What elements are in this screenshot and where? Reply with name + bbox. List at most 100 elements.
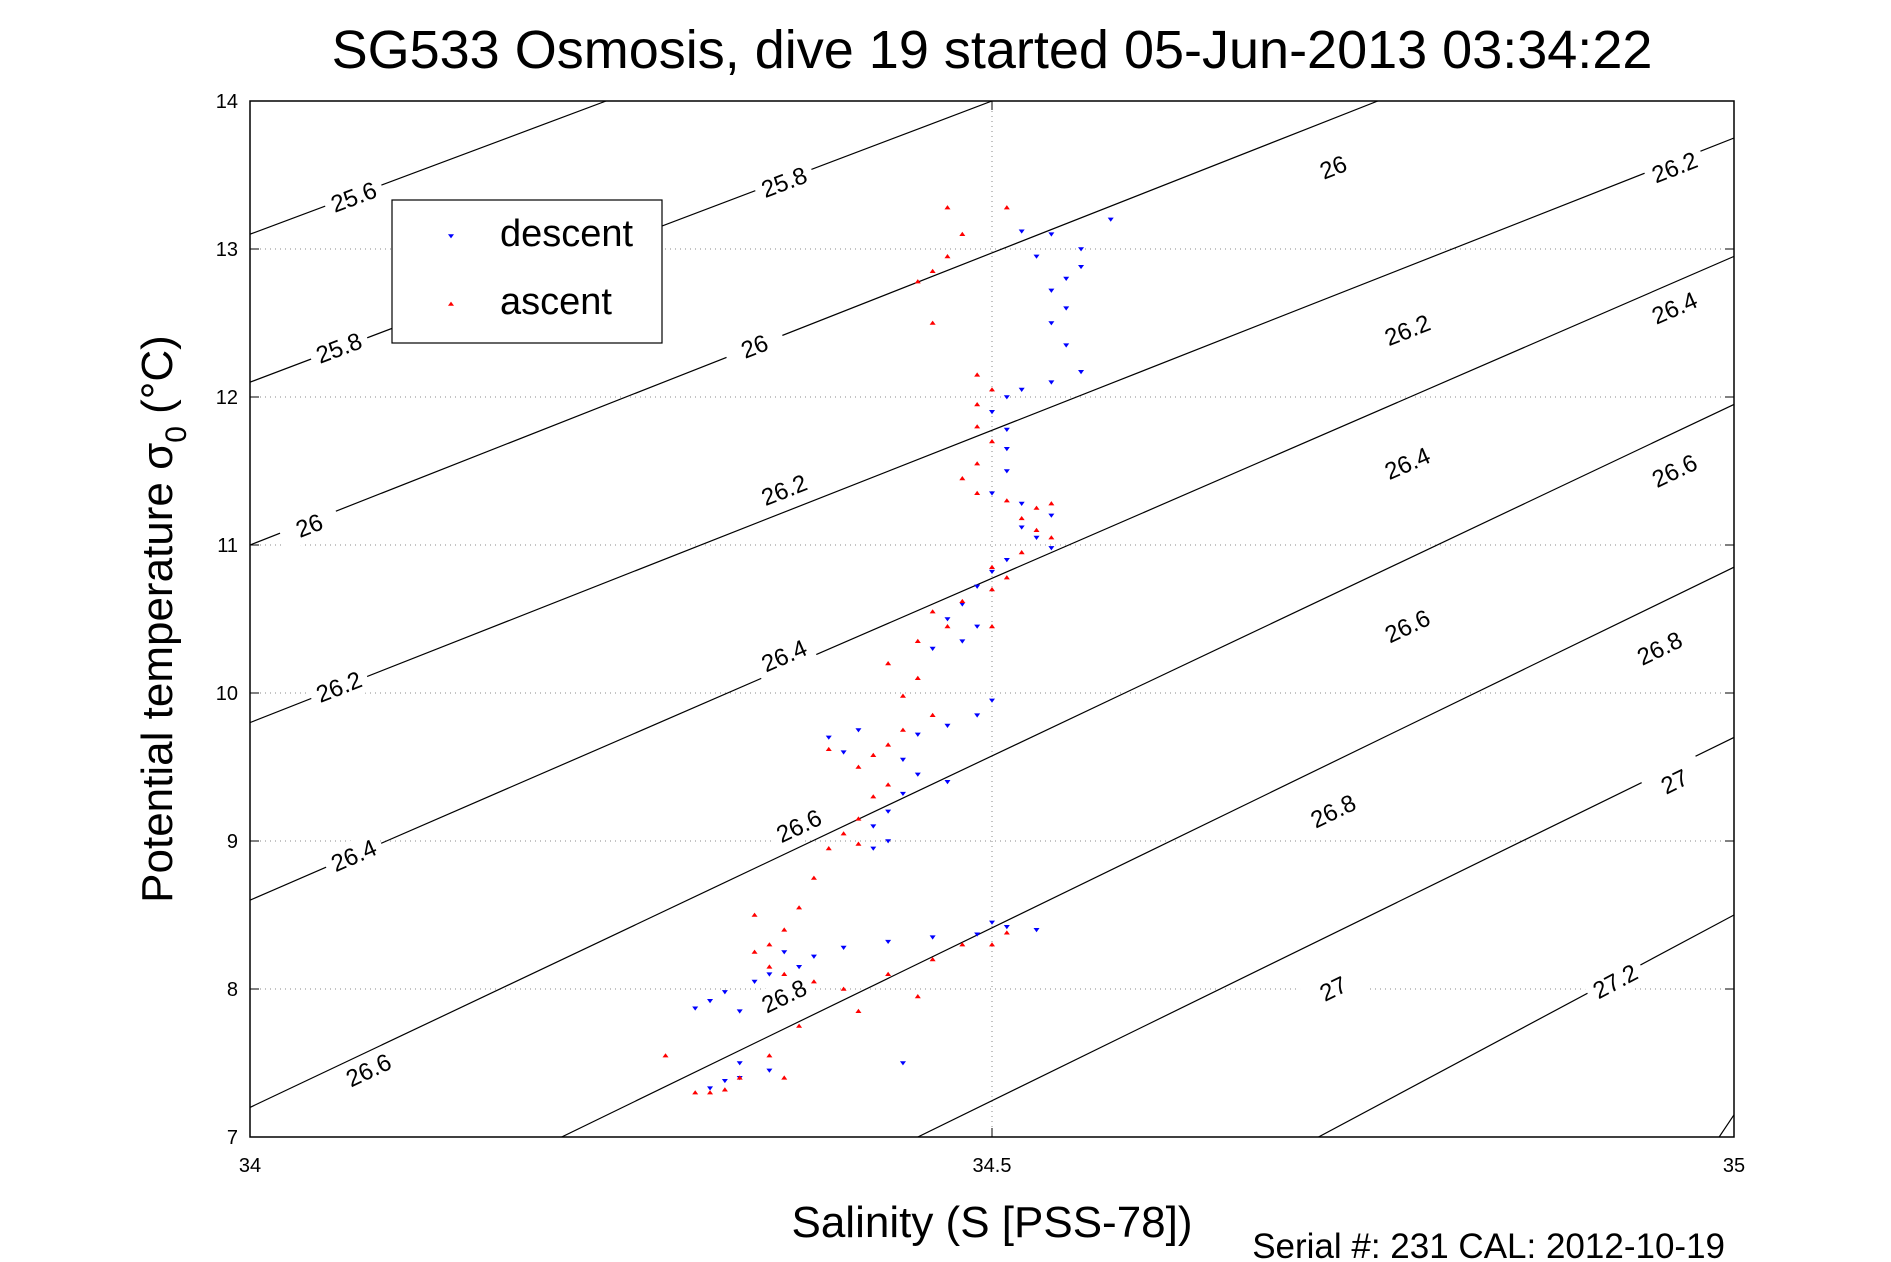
ascent-point: [974, 372, 981, 377]
contour-label: 26.2: [1641, 142, 1709, 193]
descent-point: [1018, 501, 1025, 506]
ascent-point: [989, 564, 995, 569]
density-contour: [250, 101, 607, 235]
contour-label-background: [750, 969, 818, 1024]
ascent-point: [989, 387, 995, 392]
descent-point: [1048, 546, 1055, 551]
descent-point: [1003, 925, 1010, 930]
descent-point: [1048, 288, 1055, 293]
descent-point: [870, 824, 877, 829]
ascent-point: [944, 205, 951, 210]
ascent-point: [781, 927, 788, 932]
y-axis-label: Potential temperature σ0 (°C): [133, 335, 193, 903]
contour-label-background: [305, 662, 373, 713]
ascent-point: [929, 268, 936, 273]
ascent-point: [810, 979, 817, 984]
ascent-point: [959, 231, 966, 236]
y-tick-label: 14: [216, 91, 238, 113]
ascent-point: [692, 1090, 699, 1095]
descent-point: [944, 723, 951, 728]
ascent-point: [766, 1053, 773, 1058]
ascent-point: [929, 609, 936, 614]
descent-point: [959, 639, 966, 644]
descent-point: [1003, 558, 1010, 563]
y-tick-label: 13: [216, 239, 238, 261]
contour-label: 26.2: [305, 662, 373, 713]
ascent-point: [781, 971, 788, 976]
ascent-point: [899, 693, 906, 698]
descent-point: [1033, 928, 1040, 933]
ascent-point: [974, 424, 981, 429]
ascent-point: [1048, 501, 1055, 506]
ascent-point: [825, 746, 832, 752]
y-axis-label-unit: (°C): [133, 335, 182, 426]
descent-point: [885, 839, 892, 844]
contour-label-background: [320, 830, 388, 882]
x-tick-label: 34: [239, 1155, 261, 1177]
density-contour: [250, 403, 1734, 1108]
contour-label: 26.6: [765, 799, 833, 853]
descent-point: [692, 1006, 699, 1011]
ascent-point: [662, 1053, 669, 1058]
contour-label: 25.8: [305, 323, 373, 373]
descent-point: [1078, 247, 1085, 252]
descent-point: [721, 1078, 728, 1084]
descent-point: [989, 569, 995, 575]
density-contour: [1318, 914, 1734, 1137]
descent-point: [989, 491, 995, 496]
ascent-point: [974, 461, 981, 466]
ascent-point: [929, 957, 936, 962]
descent-point: [1003, 447, 1010, 452]
x-tick-label: 34.5: [973, 1155, 1012, 1177]
ascent-point: [885, 661, 892, 666]
descent-point: [840, 945, 847, 950]
descent-point: [959, 602, 966, 607]
descent-point: [1033, 535, 1040, 540]
legend-marker-descent: [448, 234, 454, 239]
contour-label: 26: [1299, 142, 1367, 193]
descent-point: [1048, 321, 1055, 326]
descent-point: [899, 791, 906, 797]
descent-point: [899, 757, 906, 762]
descent-point: [1018, 387, 1025, 392]
y-tick-label: 9: [227, 831, 238, 853]
descent-point: [929, 646, 936, 651]
ascent-point: [870, 794, 877, 799]
descent-point: [1107, 217, 1114, 222]
ascent-point: [840, 831, 847, 836]
descent-point: [1033, 254, 1040, 259]
contour-label: 26.6: [1641, 444, 1709, 498]
contour-label-background: [1641, 142, 1709, 193]
ascent-point: [885, 742, 892, 747]
ascent-point: [885, 971, 892, 976]
descent-point: [1018, 525, 1025, 530]
contour-label-background: [1641, 282, 1709, 334]
density-contour: [250, 137, 1734, 724]
contour-label: 26.2: [750, 465, 818, 516]
contour-label-background: [275, 500, 343, 551]
contour-label-background: [1374, 437, 1442, 490]
contour-label: 27.2: [1581, 954, 1649, 1009]
descent-point: [974, 584, 981, 589]
descent-point: [974, 713, 981, 718]
x-tick-label: 35: [1723, 1155, 1745, 1177]
contour-label: 26.2: [1374, 305, 1441, 356]
contour-label: 26.4: [1374, 437, 1442, 490]
density-contours: [250, 101, 1734, 1137]
footer-serial-cal: Serial #: 231 CAL: 2012-10-19: [1252, 1227, 1725, 1262]
contour-label-background: [1373, 600, 1442, 653]
descent-point: [899, 1061, 906, 1066]
ascent-point: [766, 942, 773, 947]
contour-label-background: [320, 172, 388, 222]
ascent-point: [855, 816, 862, 821]
contour-label: 26.4: [1641, 282, 1709, 334]
ascent-point: [707, 1090, 714, 1095]
descent-point: [1063, 343, 1070, 348]
descent-point: [974, 624, 981, 629]
descent-point: [914, 732, 921, 737]
descent-point: [944, 780, 951, 785]
ascent-point: [870, 752, 877, 757]
descent-point: [855, 728, 862, 733]
descent-point: [974, 932, 981, 937]
ascent-point: [885, 782, 892, 787]
